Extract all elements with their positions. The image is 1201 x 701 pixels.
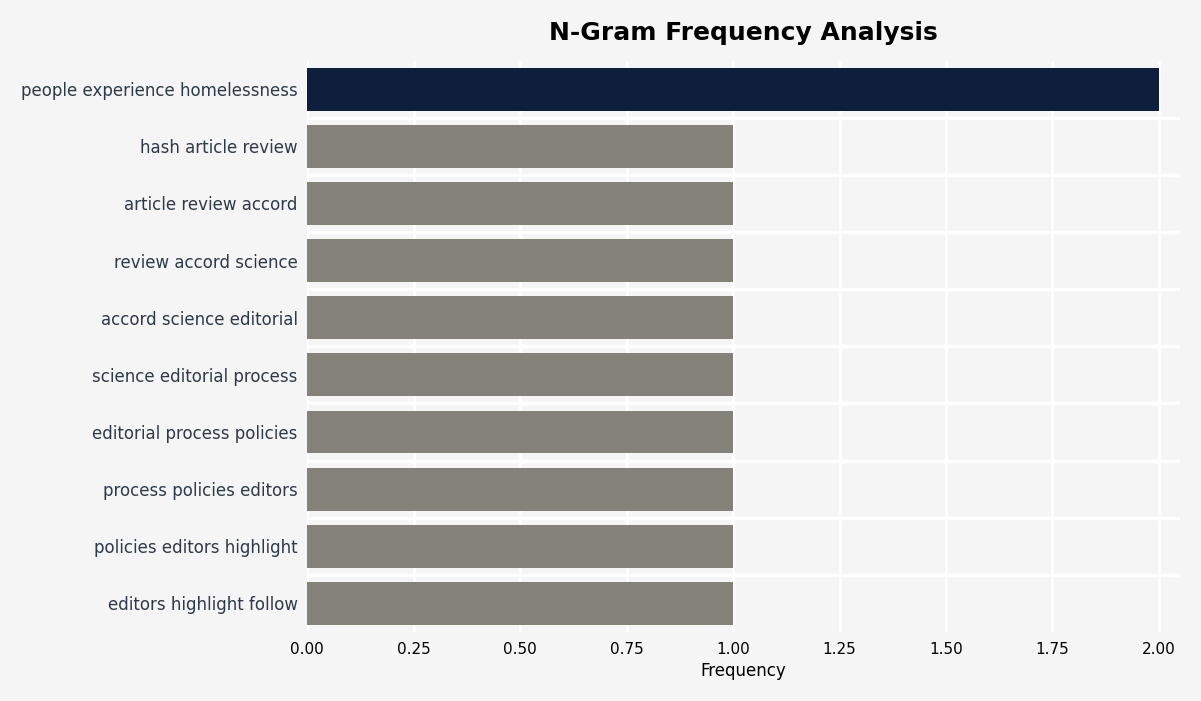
- Bar: [307, 68, 1159, 111]
- Bar: [307, 468, 733, 510]
- Bar: [307, 525, 733, 568]
- Bar: [307, 297, 733, 339]
- Bar: [307, 582, 733, 625]
- Bar: [307, 411, 733, 454]
- Title: N-Gram Frequency Analysis: N-Gram Frequency Analysis: [549, 21, 938, 45]
- Bar: [307, 125, 733, 168]
- Bar: [307, 353, 733, 396]
- Bar: [307, 182, 733, 225]
- Bar: [307, 239, 733, 282]
- X-axis label: Frequency: Frequency: [701, 662, 787, 680]
